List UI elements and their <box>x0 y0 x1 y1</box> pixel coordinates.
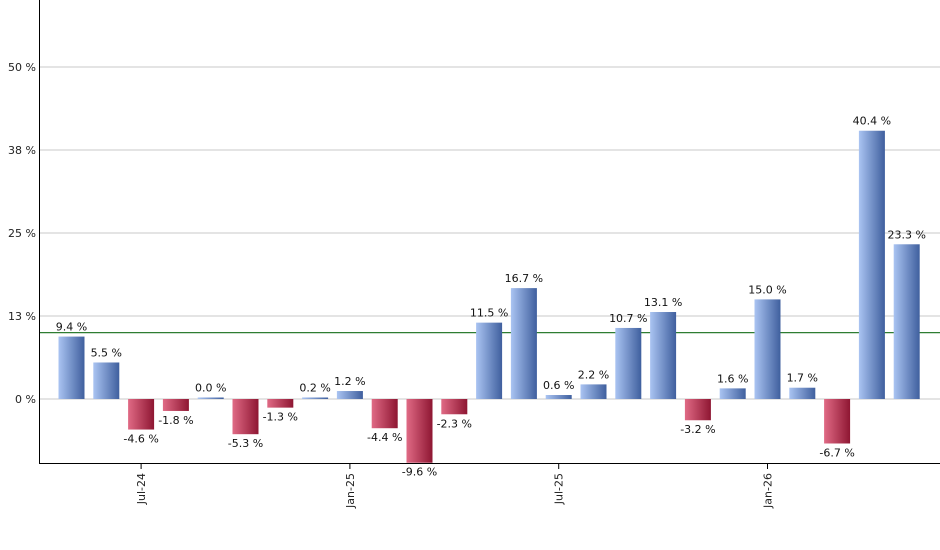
data-labels: 9.4 % 5.5 % -4.6 %-1.8 % 0.0 % -5.3 %-1.3 % 0… <box>56 115 926 479</box>
bar <box>58 336 85 399</box>
data-label: 23.3 % <box>887 228 925 241</box>
data-label: -5.3 % <box>228 437 263 450</box>
y-tick-label: 50 % <box>8 61 36 74</box>
x-tick-label: Jul-24 <box>135 473 148 505</box>
bar <box>162 399 189 411</box>
data-label: 0.2 % <box>299 382 330 395</box>
data-label: -2.3 % <box>437 417 472 430</box>
bar <box>441 399 468 415</box>
data-label: 10.7 % <box>609 312 647 325</box>
bar <box>197 397 224 399</box>
data-label: -6.7 % <box>819 446 854 459</box>
bar <box>684 399 711 421</box>
data-label: 1.2 % <box>334 375 365 388</box>
data-label: 5.5 % <box>91 346 122 359</box>
bar <box>858 130 885 399</box>
data-label: 2.2 % <box>578 368 609 381</box>
bar <box>232 399 259 435</box>
data-label: -3.2 % <box>680 423 715 436</box>
bars <box>58 130 920 463</box>
y-tick-label: 13 % <box>8 310 36 323</box>
bar <box>371 399 398 429</box>
data-label: 0.6 % <box>543 379 574 392</box>
bar <box>824 399 851 444</box>
bar <box>754 299 781 399</box>
bar <box>580 384 607 399</box>
bar <box>719 388 746 399</box>
bar <box>302 397 329 399</box>
y-tick-label: 0 % <box>15 393 36 406</box>
data-label: 11.5 % <box>470 307 508 320</box>
bar <box>336 391 363 399</box>
data-label: 13.1 % <box>644 296 682 309</box>
y-tick-label: 38 % <box>8 144 36 157</box>
data-label: 1.7 % <box>787 372 818 385</box>
data-label: -9.6 % <box>402 466 437 479</box>
data-label: 15.0 % <box>748 283 786 296</box>
bar <box>510 288 537 399</box>
data-label: 16.7 % <box>505 272 543 285</box>
bar <box>93 362 120 399</box>
x-tick-label: Jan-25 <box>344 473 357 509</box>
bar <box>406 399 433 463</box>
bar <box>267 399 294 408</box>
bar <box>650 312 677 399</box>
data-label: 9.4 % <box>56 321 87 334</box>
data-label: -4.6 % <box>123 433 158 446</box>
axes: 0 % 13 % 25 % 38 % 50 % Jul-24 Jan-25 Jul-25 Jan… <box>8 0 940 509</box>
bar <box>545 395 572 399</box>
data-label: 1.6 % <box>717 372 748 385</box>
data-label: -1.8 % <box>158 414 193 427</box>
data-label: 40.4 % <box>853 115 891 128</box>
bar <box>128 399 155 430</box>
x-tick-label: Jan-26 <box>762 473 775 509</box>
data-label: -1.3 % <box>263 411 298 424</box>
data-label: -4.4 % <box>367 431 402 444</box>
data-label: 0.0 % <box>195 382 226 395</box>
bar <box>615 327 642 399</box>
bar <box>789 387 816 399</box>
x-tick-label: Jul-25 <box>553 473 566 505</box>
bar <box>893 244 920 399</box>
bar <box>476 322 503 399</box>
y-tick-label: 25 % <box>8 227 36 240</box>
